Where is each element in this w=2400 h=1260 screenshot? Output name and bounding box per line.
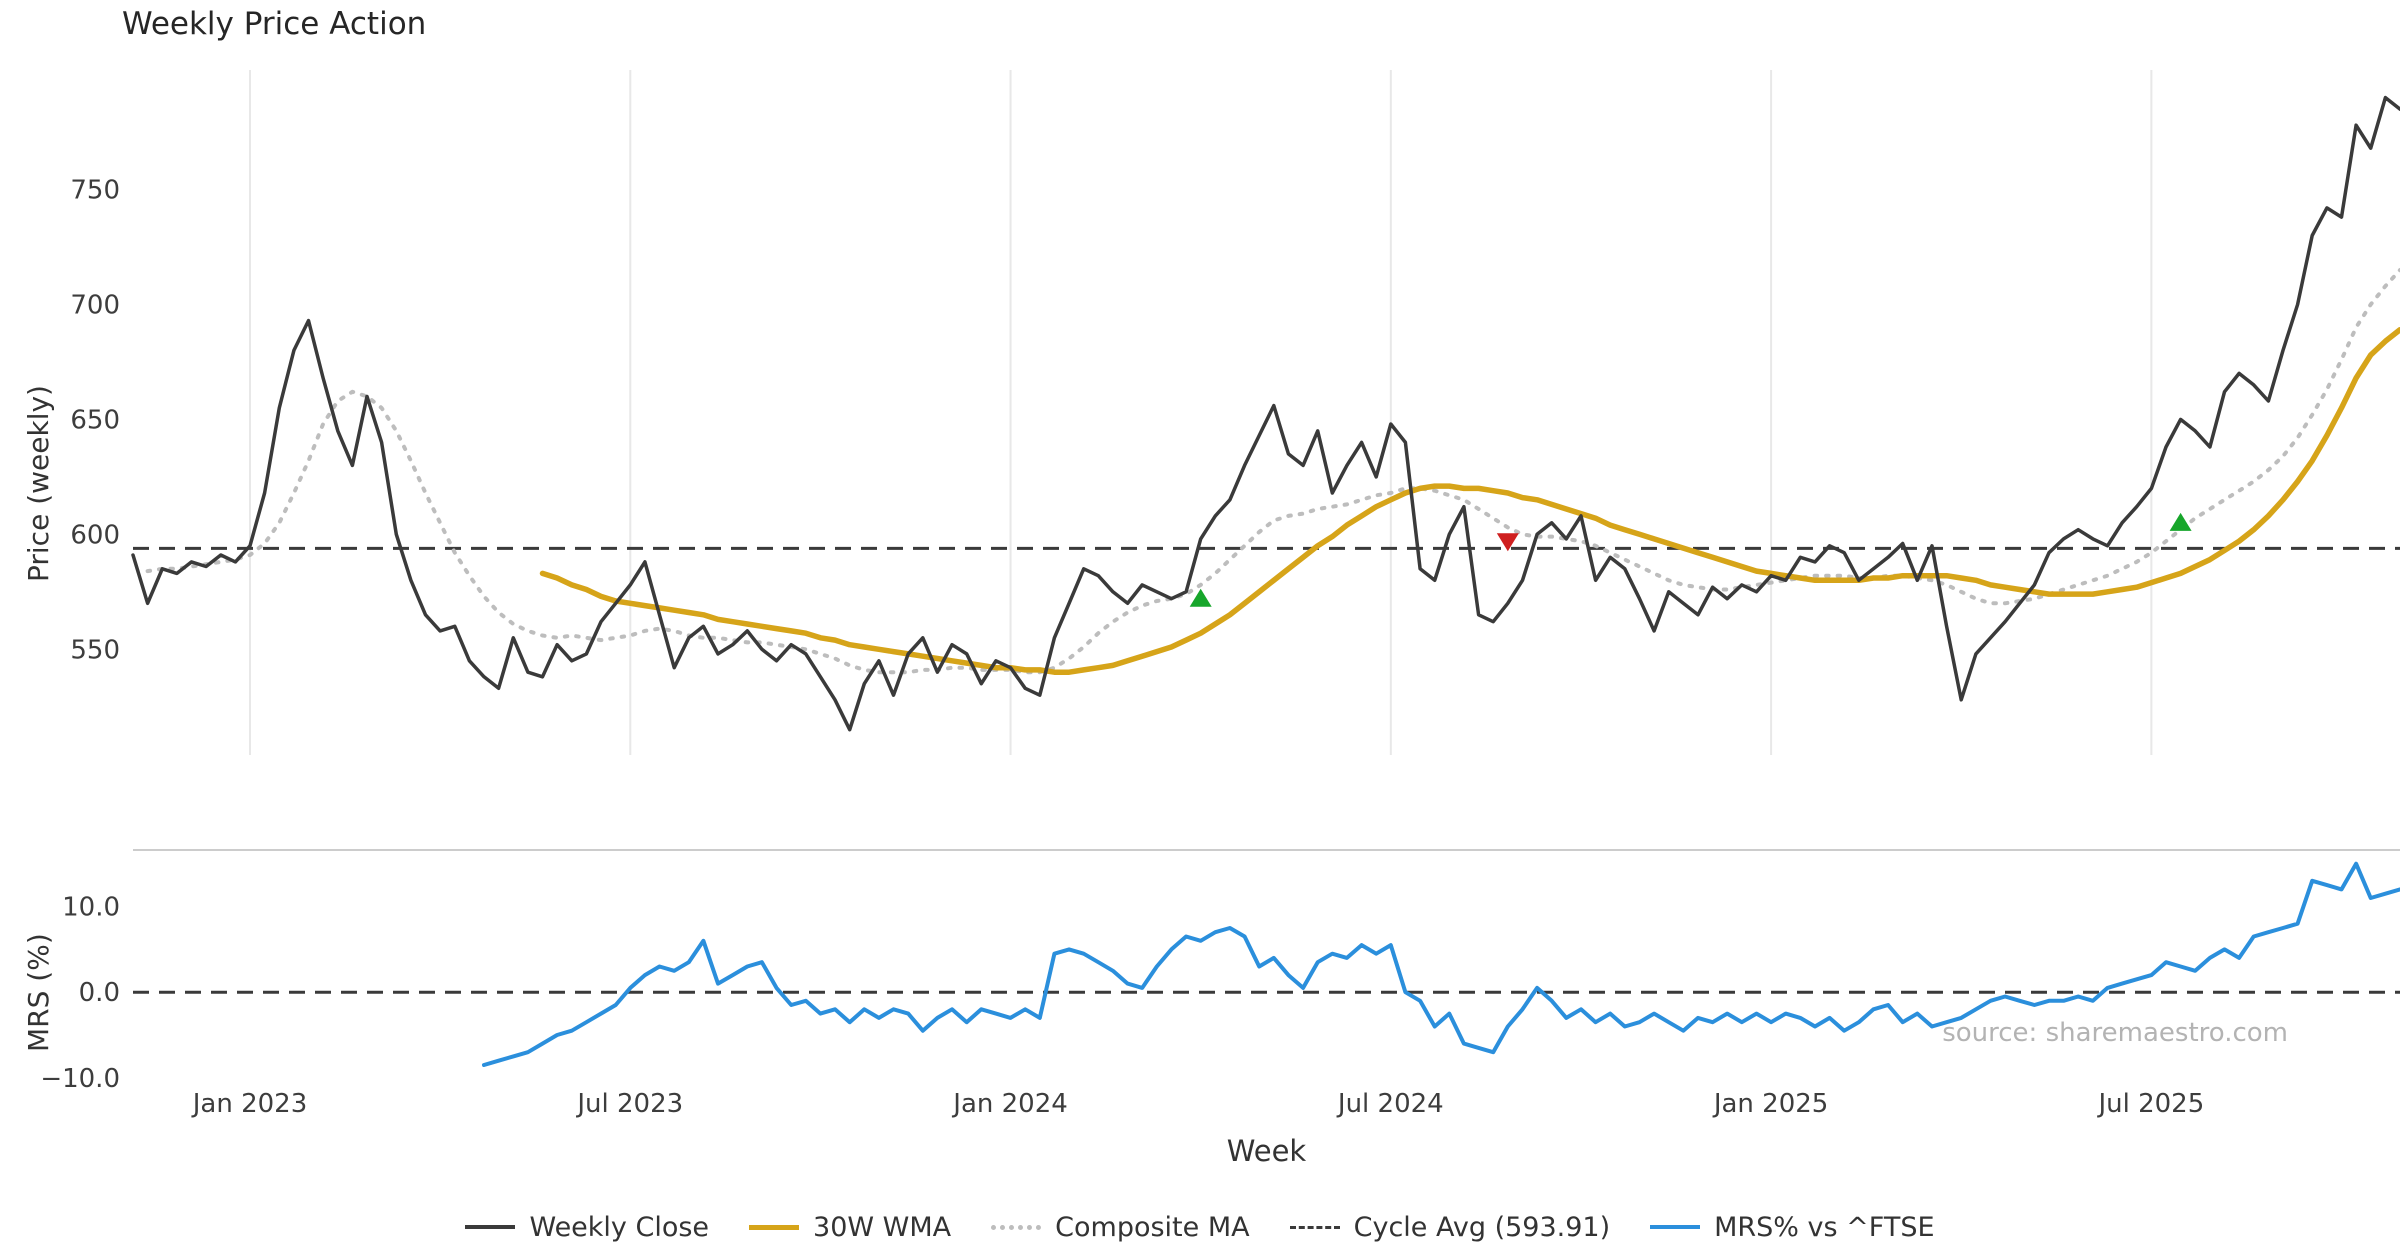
legend-label: 30W WMA [813,1211,952,1243]
composite-ma-line [145,268,2400,675]
y-tick-label: 650 [70,405,120,435]
x-tick-label: Jul 2025 [2096,1089,2204,1119]
mrs-line-swatch [1650,1225,1701,1229]
wma-30w-line-swatch [749,1224,800,1230]
legend-item: MRS% vs ^FTSE [1650,1211,1935,1243]
y-axis-label-price: Price (weekly) [22,385,55,582]
y-tick-label: 700 [70,290,120,320]
y-tick-label: 550 [70,635,120,665]
chart-legend: Weekly Close 30W WMA Composite MA Cycle Avg… [0,1202,2400,1252]
legend-label: Composite MA [1055,1211,1250,1243]
y-tick-label: 600 [70,520,120,550]
legend-label: Weekly Close [529,1211,710,1243]
weekly-close-line-swatch [465,1225,516,1229]
mrs-line [482,861,2400,1067]
x-tick-label: Jan 2023 [191,1089,308,1119]
y-tick-label: 10.0 [62,893,120,923]
weekly-close-line [131,95,2400,732]
source-watermark: source: sharemaestro.com [1942,1018,2288,1048]
x-tick-label: Jan 2025 [1712,1089,1829,1119]
legend-item: 30W WMA [749,1212,951,1243]
composite-ma-line-swatch [991,1224,1042,1230]
legend-item: Weekly Close [465,1212,709,1243]
chart-title: Weekly Price Action [122,6,427,42]
y-tick-label: −10.0 [40,1064,120,1094]
legend-label: Cycle Avg (593.91) [1353,1211,1611,1243]
y-tick-label: 0.0 [79,978,120,1008]
x-tick-label: Jan 2024 [951,1089,1068,1119]
sell-signal-marker [1496,533,1519,552]
buy-signal-marker [1189,588,1212,607]
cycle-avg-line-swatch [1289,1225,1340,1229]
legend-label: MRS% vs ^FTSE [1714,1211,1935,1243]
y-tick-label: 750 [70,176,120,206]
buy-signal-marker [2169,512,2192,531]
x-axis-label: Week [1226,1134,1307,1168]
legend-item: Composite MA [991,1211,1250,1243]
legend-item: Cycle Avg (593.91) [1289,1211,1611,1243]
x-tick-label: Jul 2024 [1336,1089,1444,1119]
wma-30w-line [539,326,2400,675]
x-tick-label: Jul 2023 [575,1089,683,1119]
y-axis-label-mrs: MRS (%) [22,933,55,1052]
